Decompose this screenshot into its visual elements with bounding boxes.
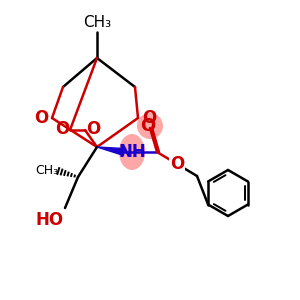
Polygon shape bbox=[97, 147, 124, 155]
Text: O: O bbox=[170, 155, 184, 173]
Text: O: O bbox=[86, 120, 100, 138]
Text: O: O bbox=[142, 109, 156, 127]
Text: O: O bbox=[34, 109, 48, 127]
Ellipse shape bbox=[119, 134, 145, 170]
Text: O: O bbox=[140, 117, 156, 135]
Text: NH: NH bbox=[118, 143, 146, 161]
Text: O: O bbox=[55, 120, 69, 138]
Text: HO: HO bbox=[36, 211, 64, 229]
Text: CH₃: CH₃ bbox=[83, 15, 111, 30]
Circle shape bbox=[137, 113, 163, 139]
Text: CH₃: CH₃ bbox=[35, 164, 58, 176]
